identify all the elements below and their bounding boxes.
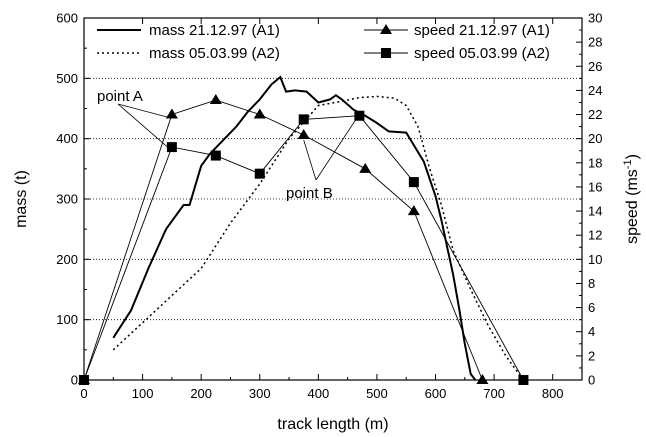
leader-a-square: [117, 103, 171, 150]
legend-label-speed-a2: speed 05.03.99 (A2): [414, 45, 550, 62]
grid-lines: [84, 77, 582, 321]
series-2-point-1: [165, 108, 178, 119]
y-left-tick-label-400: 400: [56, 131, 78, 146]
x-tick-label-600: 600: [425, 386, 447, 401]
series-3-point-3: [254, 168, 265, 179]
y-left-tick-label-100: 100: [56, 312, 78, 327]
series-line-2: [83, 99, 483, 381]
data-series: [78, 75, 529, 385]
legend-swatch-speed-a2-marker: [381, 48, 391, 58]
legend-label-mass-a1: mass 21.12.97 (A1): [149, 22, 280, 39]
y-left-tick-label-500: 500: [56, 71, 78, 86]
x-tick-label-800: 800: [542, 386, 564, 401]
leader-b-triangle: [303, 139, 317, 181]
y-left-tick-label-600: 600: [56, 11, 78, 26]
y-right-tick-label-6: 6: [588, 300, 595, 315]
y-axis-right-label-main: speed (ms: [624, 169, 641, 244]
series-2-point-4: [297, 129, 310, 140]
y-right-tick-label-26: 26: [588, 59, 602, 74]
x-tick-label-700: 700: [483, 386, 505, 401]
x-tick-label-300: 300: [249, 386, 271, 401]
y-right-tick-label-0: 0: [588, 373, 595, 388]
series-3-point-6: [408, 177, 419, 188]
series-3-point-4: [298, 114, 309, 125]
y-axis-right-label-close: ): [624, 154, 641, 159]
y-right-tick-label-22: 22: [588, 107, 602, 122]
annotation-point-a: point A: [97, 88, 143, 105]
y-right-tick-label-18: 18: [588, 155, 602, 170]
series-3-point-5: [354, 110, 365, 121]
y-right-tick-label-2: 2: [588, 348, 595, 363]
series-line-1: [112, 95, 525, 381]
legend: mass 21.12.97 (A1) mass 05.03.99 (A2) sp…: [97, 22, 550, 62]
series-2-point-6: [407, 205, 420, 216]
y-right-tick-label-20: 20: [588, 131, 602, 146]
series-2-point-3: [253, 108, 266, 119]
y-right-tick-label-24: 24: [588, 83, 602, 98]
leader-a-triangle: [117, 103, 169, 118]
series-3-point-1: [166, 142, 177, 153]
series-2-point-7: [476, 374, 489, 384]
series-2-point-2: [209, 94, 222, 105]
y-axis-right-label: speed (ms-1): [622, 154, 641, 244]
y-right-tick-label-4: 4: [588, 324, 595, 339]
x-tick-label-0: 0: [80, 386, 87, 401]
x-tick-label-500: 500: [366, 386, 388, 401]
legend-label-speed-a1: speed 21.12.97 (A1): [414, 22, 550, 39]
series-2-point-5: [359, 162, 372, 173]
y-left-tick-label-0: 0: [71, 373, 78, 388]
x-tick-label-200: 200: [190, 386, 212, 401]
y-right-tick-label-16: 16: [588, 179, 602, 194]
y-right-tick-label-28: 28: [588, 35, 602, 50]
y-right-tick-label-10: 10: [588, 252, 602, 267]
y-right-tick-label-30: 30: [588, 11, 602, 26]
legend-label-mass-a2: mass 05.03.99 (A2): [149, 45, 280, 62]
annotation-point-b: point B: [286, 185, 333, 202]
series-line-0: [112, 75, 477, 381]
y-left-tick-label-200: 200: [56, 252, 78, 267]
tick-labels: 0 100 200 300 400 500 600 700 800010020030040050…: [56, 11, 602, 402]
y-axis-right-label-exponent: -1: [622, 159, 634, 169]
x-tick-label-100: 100: [132, 386, 154, 401]
y-right-tick-label-8: 8: [588, 276, 595, 291]
annotation-leaders: [117, 103, 357, 181]
y-right-tick-label-14: 14: [588, 204, 602, 219]
y-left-tick-label-300: 300: [56, 192, 78, 207]
y-right-tick-label-12: 12: [588, 228, 602, 243]
axis-ticks: [83, 17, 582, 381]
legend-swatch-speed-a1-marker: [380, 24, 392, 34]
series-line-3: [83, 115, 524, 381]
y-axis-left-label: mass (t): [13, 170, 30, 228]
series-3-point-2: [210, 150, 221, 161]
leader-b-square: [315, 118, 357, 181]
x-tick-label-400: 400: [308, 386, 330, 401]
x-axis-label: track length (m): [277, 416, 388, 433]
